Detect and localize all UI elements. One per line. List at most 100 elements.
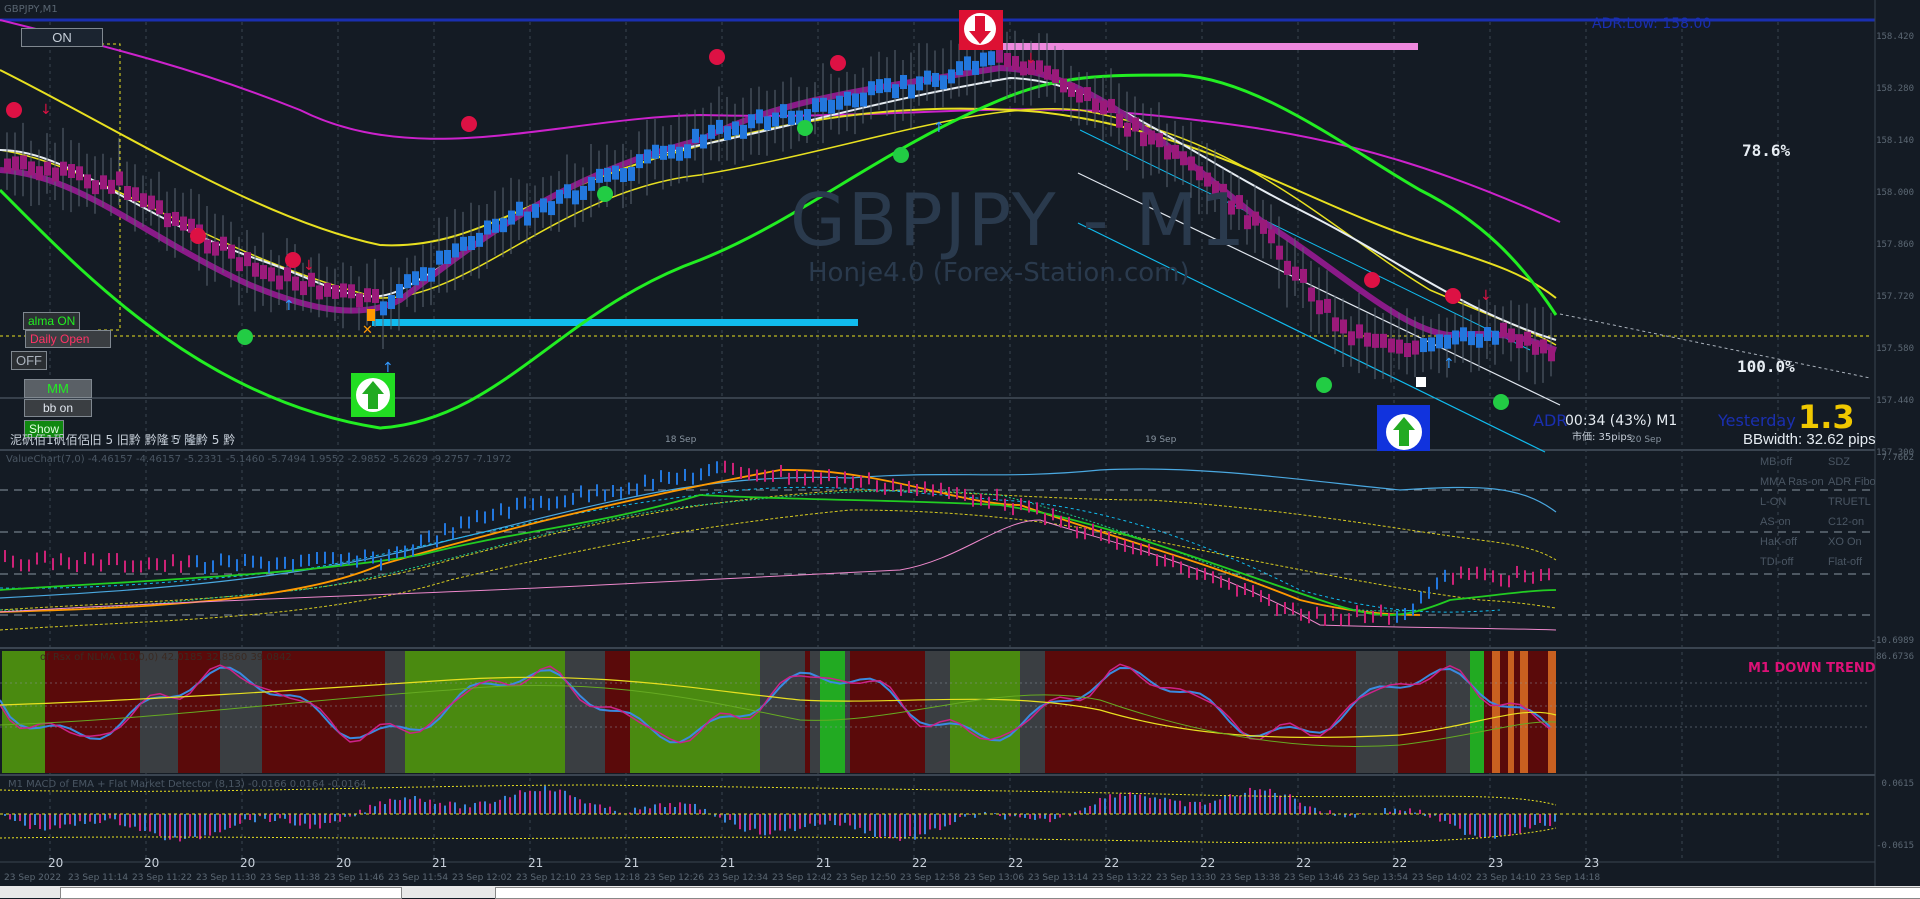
vc-menu-item[interactable]: MMA Ras-on [1760,476,1824,488]
off-button[interactable]: OFF [11,351,47,370]
mm-button[interactable]: MM [24,379,92,398]
hour-tick: 22 [1200,856,1215,870]
time-tick: 23 Sep 12:42 [772,873,832,883]
price-tick: 157.300 [1876,448,1914,458]
time-tick: 23 Sep 13:38 [1220,873,1280,883]
vc-menu-item[interactable]: HaK-off [1760,536,1797,548]
time-tick: 23 Sep 12:26 [644,873,704,883]
hour-tick: 23 [1488,856,1503,870]
garbled-info-line: 泥矾佰1矾佰侶旧 5 旧黔 黔隆 5 隆黔 5 黔 [10,431,235,448]
svg-text:↓: ↓ [1480,288,1492,304]
daily-open-button[interactable]: Daily Open [25,330,111,348]
vc-menu-item[interactable]: XO On [1828,536,1862,548]
time-tick: 23 Sep 11:46 [324,873,384,883]
svg-text:↓: ↓ [40,102,52,118]
time-tick: 23 Sep 13:14 [1028,873,1088,883]
rsx-title: of Rsx of NLMA (10,0,0) 42.0185 32.8560 … [40,652,292,663]
vc-menu-item[interactable]: Flat-off [1828,556,1862,568]
vc-menu-item[interactable]: C12-on [1828,516,1864,528]
adr-top-label: ADR:Low: 158.00 [1592,16,1711,32]
buy-arrow-blue-icon [1377,405,1430,451]
scrollbar-thumb[interactable] [60,887,402,899]
vc-menu-item[interactable]: ADR Fibo [1828,476,1876,488]
time-tick: 23 Sep 13:06 [964,873,1024,883]
svg-text:↑: ↑ [283,298,295,314]
svg-text:↓: ↓ [303,258,315,274]
time-tick: 23 Sep 2022 [4,873,61,883]
price-tick: 157.720 [1876,292,1914,302]
macd-bottom-value: -0.0615 [1876,841,1914,851]
time-tick: 23 Sep 13:22 [1092,873,1152,883]
hour-tick: 20 [144,856,159,870]
time-tick: 23 Sep 11:54 [388,873,448,883]
vc-menu-item[interactable]: AS-on [1760,516,1791,528]
price-tick: 157.860 [1876,240,1914,250]
cyan-level-bar [372,319,858,326]
time-tick: 23 Sep 14:18 [1540,873,1600,883]
time-tick: 23 Sep 12:58 [900,873,960,883]
svg-text:↑: ↑ [933,120,945,136]
time-tick: 23 Sep 13:46 [1284,873,1344,883]
price-tick: 158.280 [1876,84,1914,94]
marker-square [1416,377,1426,387]
hour-tick: 20 [48,856,63,870]
time-tick: 23 Sep 12:50 [836,873,896,883]
pink-level-bar [1000,43,1418,50]
vc-menu-item[interactable]: TRUETL [1828,496,1871,508]
time-tick: 23 Sep 12:10 [516,873,576,883]
trend-label: M1 DOWN TREND [1748,661,1876,676]
vc-menu-item[interactable]: SDZ [1828,456,1850,468]
time-tick: 23 Sep 13:30 [1156,873,1216,883]
vc-menu-item[interactable]: MB-off [1760,456,1792,468]
time-tick: 23 Sep 14:10 [1476,873,1536,883]
svg-text:↓: ↓ [1025,51,1037,67]
yesterday-label: Yesterday [1718,411,1796,430]
hour-tick: 21 [432,856,447,870]
on-button[interactable]: ON [21,28,103,47]
hour-tick: 22 [1008,856,1023,870]
vc-menu-item[interactable]: L-ON [1760,496,1786,508]
hour-tick: 22 [1296,856,1311,870]
value-chart-title: ValueChart(7,0) -4.46157 -4.46157 -5.233… [6,454,512,465]
rsx-trend-blocks [2,651,1556,773]
time-tick: 23 Sep 14:02 [1412,873,1472,883]
svg-text:↑: ↑ [1443,356,1455,372]
hour-tick: 23 [1584,856,1599,870]
price-tick: 158.000 [1876,188,1914,198]
status-small: 市価: 35pips [1572,428,1632,443]
time-tick: 23 Sep 11:30 [196,873,256,883]
price-tick: 157.440 [1876,396,1914,406]
hour-tick: 21 [528,856,543,870]
fib-level-786: 78.6% [1742,141,1790,160]
sell-arrow-icon [959,10,1003,50]
hour-tick: 20 [336,856,351,870]
price-tick: 158.420 [1876,32,1914,42]
candle-timer: 00:34 (43%) M1 [1565,413,1677,429]
svg-text:✕: ✕ [362,323,373,338]
alma-on-button[interactable]: alma ON [23,312,80,330]
time-tick: 23 Sep 13:54 [1348,873,1408,883]
time-tick: 23 Sep 12:18 [580,873,640,883]
time-tick: 23 Sep 12:02 [452,873,512,883]
hour-tick: 22 [1392,856,1407,870]
time-tick: 23 Sep 11:22 [132,873,192,883]
time-tick: 23 Sep 11:14 [68,873,128,883]
macd-title: M1 MACD of EMA + Flat Market Detector (8… [8,779,367,790]
hour-tick: 21 [720,856,735,870]
time-tick: 23 Sep 12:34 [708,873,768,883]
day-label: 18 Sep [665,435,696,445]
hour-tick: 22 [1104,856,1119,870]
bb-on-button[interactable]: bb on [24,399,92,417]
value-chart-bottom-value: -10.6989 [1871,636,1914,646]
fib-level-100: 100.0% [1737,357,1795,376]
price-tick: 158.140 [1876,136,1914,146]
vc-menu-item[interactable]: TDI-off [1760,556,1793,568]
time-tick: 23 Sep 11:38 [260,873,320,883]
hour-tick: 21 [816,856,831,870]
symbol-header: GBPJPY,M1 [4,4,58,15]
hour-tick: 22 [912,856,927,870]
day-label: 20 Sep [1630,435,1661,445]
day-label: 19 Sep [1145,435,1176,445]
scrollbar-thumb-2[interactable] [495,887,1920,899]
